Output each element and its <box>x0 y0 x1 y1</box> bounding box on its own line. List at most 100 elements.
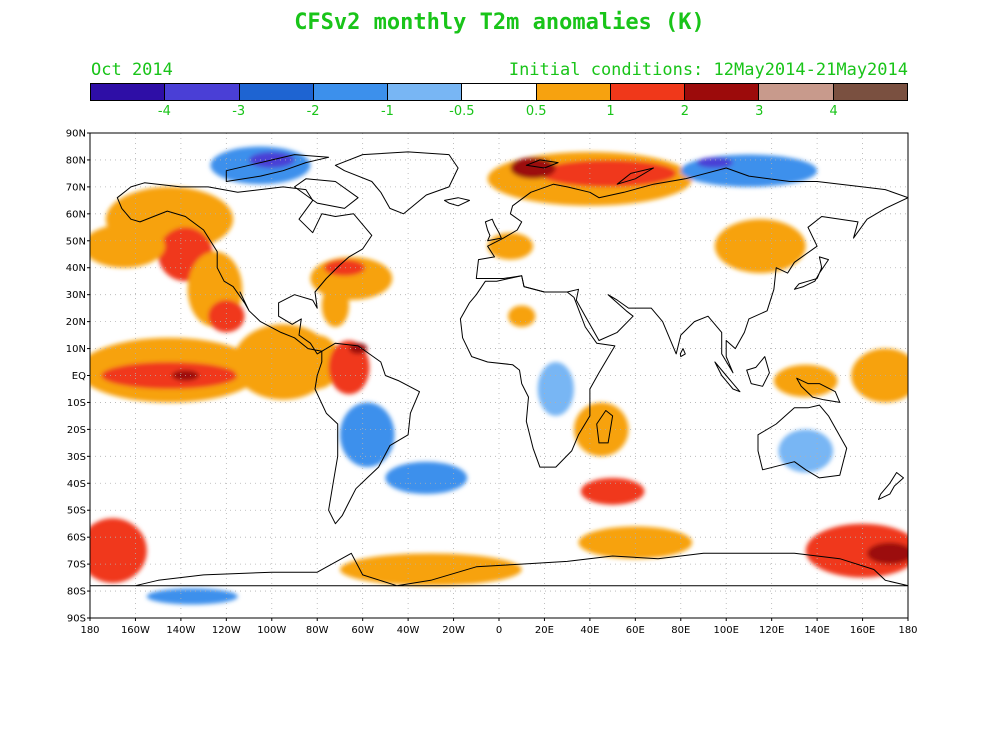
longitude-label: 0 <box>496 625 502 636</box>
anomaly-region <box>696 157 734 169</box>
longitude-label: 60W <box>351 625 374 636</box>
anomaly-region <box>578 526 693 559</box>
latitude-label: 40S <box>67 479 86 490</box>
longitude-labels: 180 160W 140W 120W 100W 80W 60W 40W 20W 0 20E 40E 60… <box>80 618 918 636</box>
anomaly-region <box>324 259 365 276</box>
latitude-label: 10N <box>66 344 86 355</box>
anomaly-region <box>714 219 806 274</box>
anomaly-region <box>146 588 238 605</box>
coastline-baffin <box>294 178 359 209</box>
color-scale-label: 3 <box>755 104 764 119</box>
anomaly-fields <box>90 146 908 605</box>
anomaly-region <box>867 542 908 565</box>
anomaly-region <box>339 553 522 586</box>
anomaly-region <box>90 224 165 268</box>
anomaly-region <box>573 402 629 457</box>
longitude-label: 120W <box>212 625 241 636</box>
coastline-japan <box>793 256 829 290</box>
anomaly-region <box>508 305 536 327</box>
coastline-iceland <box>444 197 470 207</box>
color-scale-label: -1 <box>380 104 394 119</box>
valid-month-label: Oct 2014 <box>91 60 173 80</box>
color-swatch <box>165 84 240 100</box>
longitude-label: 100E <box>714 625 739 636</box>
latitude-label: 90N <box>66 129 86 140</box>
latitude-label: 40N <box>66 263 86 274</box>
coastline-uk <box>484 218 502 242</box>
coastline-sumatra <box>714 361 741 393</box>
longitude-label: 140W <box>166 625 195 636</box>
initial-conditions-label: Initial conditions: 12May2014-21May2014 <box>508 60 908 80</box>
anomaly-region <box>321 283 350 328</box>
longitude-label: 20E <box>535 625 554 636</box>
color-swatch <box>388 84 463 100</box>
anomaly-region <box>805 523 908 578</box>
coastline-new-guinea <box>796 377 841 403</box>
color-swatch <box>91 84 166 100</box>
color-scale-label: 4 <box>829 104 838 119</box>
anomaly-region <box>101 362 238 389</box>
anomaly-region <box>208 300 245 333</box>
coastline-australia <box>757 404 848 479</box>
longitude-label: 160E <box>850 625 875 636</box>
coastline-greenland <box>334 151 459 215</box>
color-scale-bar <box>90 83 908 101</box>
latitude-label: 90S <box>67 614 86 625</box>
longitude-label: 40W <box>397 625 420 636</box>
color-swatch <box>759 84 834 100</box>
color-scale-label: 0.5 <box>525 104 547 119</box>
graticule <box>90 133 908 618</box>
anomaly-region <box>328 340 370 395</box>
latitude-label: 20N <box>66 317 86 328</box>
latitude-label: 20S <box>67 425 86 436</box>
coastline-antarctica <box>90 552 908 587</box>
latitude-label: 10S <box>67 398 86 409</box>
color-scale-label: -4 <box>157 104 171 119</box>
anomaly-region <box>90 518 147 583</box>
latitude-label: 50S <box>67 506 86 517</box>
anomaly-region <box>339 402 395 468</box>
coastline-madagascar <box>596 410 614 444</box>
latitude-label: 60S <box>67 533 86 544</box>
longitude-label: 160W <box>121 625 150 636</box>
longitude-label: 20W <box>442 625 465 636</box>
latitude-label: 70S <box>67 560 86 571</box>
anomaly-region <box>537 362 574 416</box>
longitude-label: 100W <box>257 625 286 636</box>
coastline-africa <box>459 275 616 468</box>
longitude-label: 80W <box>306 625 329 636</box>
latitude-label: 30N <box>66 290 86 301</box>
longitude-label: 80E <box>671 625 690 636</box>
map-title: CFSv2 monthly T2m anomalies (K) <box>294 10 705 35</box>
latitude-label: 70N <box>66 182 86 193</box>
color-scale-label: 1 <box>606 104 615 119</box>
coastline-sri-lanka <box>679 348 686 358</box>
anomaly-region <box>580 477 645 505</box>
latitude-label: 30S <box>67 452 86 463</box>
color-scale-label: -0.5 <box>449 104 475 119</box>
color-swatch <box>313 84 389 100</box>
color-swatch <box>610 84 686 100</box>
longitude-label: 60E <box>626 625 645 636</box>
latitude-labels: 90N 80N 70N 60N 50N 40N 30N 20N 10N EQ 10S 20S 30S 40… <box>66 129 90 625</box>
color-swatch <box>536 84 611 100</box>
anomaly-region <box>385 461 468 495</box>
latitude-label: 60N <box>66 209 86 220</box>
anomaly-region <box>539 159 677 187</box>
coastline-novaya-zemlya <box>616 167 654 185</box>
color-scale-label: 2 <box>680 104 690 119</box>
latitude-label: 50N <box>66 236 86 247</box>
longitude-label: 140E <box>804 625 829 636</box>
longitude-label: 120E <box>759 625 784 636</box>
color-swatch <box>462 84 537 100</box>
coastline-new-zealand <box>878 472 904 500</box>
continent-outlines <box>90 151 908 587</box>
coastline-svalbard <box>525 159 559 169</box>
anomaly-region <box>851 348 908 403</box>
latitude-label: 80N <box>66 155 86 166</box>
anomaly-region <box>510 157 556 179</box>
color-swatch <box>833 84 907 100</box>
latitude-label: EQ <box>72 371 86 382</box>
latitude-label: 80S <box>67 587 86 598</box>
